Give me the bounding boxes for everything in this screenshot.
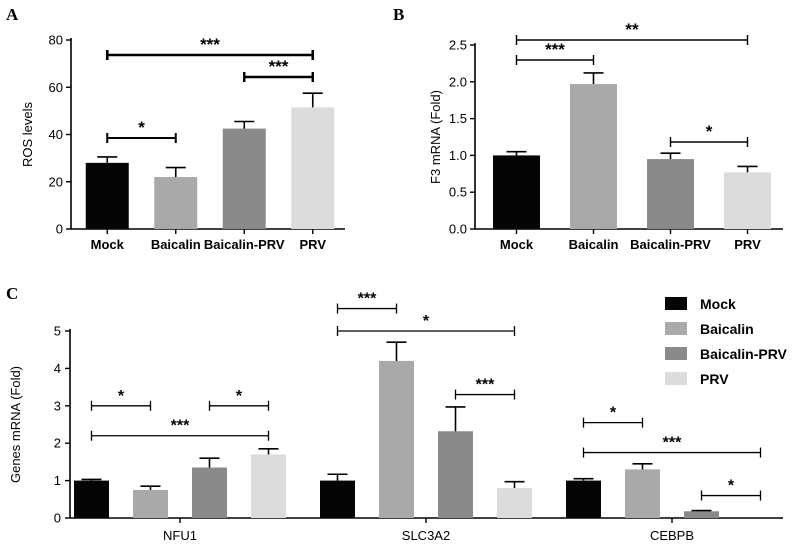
bar-baicalin-prv (647, 159, 694, 229)
bar-baicalin (570, 84, 617, 230)
y-tick-label: 4 (54, 361, 61, 376)
legend-label: Baicalin (700, 321, 754, 337)
x-tick-label: PRV (300, 237, 327, 252)
legend-swatch (665, 372, 687, 385)
y-tick-label: 0 (54, 511, 61, 526)
y-tick-label: 1.0 (449, 148, 467, 163)
legend-swatch (665, 322, 687, 335)
significance-label: *** (171, 418, 190, 435)
significance-label: * (423, 313, 430, 330)
y-tick-label: 5 (54, 324, 61, 339)
y-tick-label: 80 (49, 33, 63, 48)
bar-cebpb-mock (566, 480, 601, 518)
y-tick-label: 0.0 (449, 222, 467, 237)
significance-label: *** (663, 435, 682, 452)
x-tick-label: Baicalin (151, 237, 201, 252)
x-tick-label: Mock (91, 237, 125, 252)
y-tick-label: 1 (54, 473, 61, 488)
significance-label: * (610, 405, 617, 422)
significance-label: * (118, 388, 125, 405)
legend-label: Baicalin-PRV (700, 346, 788, 362)
bar-baicalin (154, 177, 198, 229)
significance-label: *** (269, 57, 289, 76)
panel-letter: B (393, 5, 404, 24)
significance-label: * (728, 478, 735, 495)
x-tick-label: SLC3A2 (402, 528, 450, 543)
y-tick-label: 3 (54, 398, 61, 413)
y-tick-label: 2 (54, 436, 61, 451)
y-tick-label: 2.0 (449, 74, 467, 89)
y-axis-label: F3 mRNA (Fold) (428, 90, 443, 184)
legend-swatch (665, 297, 687, 310)
bar-slc3a2-baicalin (379, 360, 414, 518)
significance-label: *** (476, 377, 495, 394)
panel-letter: A (6, 5, 19, 24)
y-tick-label: 1.5 (449, 111, 467, 126)
legend-label: PRV (700, 371, 729, 387)
y-tick-label: 20 (49, 174, 63, 189)
x-tick-label: Baicalin-PRV (630, 237, 711, 252)
x-tick-label: Mock (500, 237, 534, 252)
significance-label: *** (200, 35, 220, 54)
y-tick-label: 60 (49, 80, 63, 95)
x-tick-label: Baicalin-PRV (204, 237, 285, 252)
panel-c: C Genes mRNA (Fold) 0 1 2 3 4 5 NFU1 SLC3A2 CEBPB *… (6, 284, 783, 543)
bar-slc3a2-mock (320, 480, 355, 518)
bar-prv (724, 172, 771, 229)
bar-slc3a2-baicalin-prv (438, 431, 473, 518)
bar-mock (493, 155, 540, 229)
significance-label: * (138, 118, 145, 137)
y-axis-label: ROS levels (20, 101, 35, 167)
significance-label: * (236, 388, 243, 405)
bar-prv (291, 107, 335, 229)
panel-letter: C (6, 284, 18, 303)
bar-nfu1-prv (251, 454, 286, 518)
y-tick-label: 40 (49, 127, 63, 142)
x-tick-label: Baicalin (569, 237, 619, 252)
x-tick-label: PRV (734, 237, 761, 252)
y-tick-label: 2.5 (449, 38, 467, 53)
bar-nfu1-baicalin (133, 489, 168, 518)
significance-label: ** (625, 20, 639, 39)
significance-label: *** (358, 291, 377, 308)
legend: Mock Baicalin Baicalin-PRV PRV (665, 296, 788, 387)
y-tick-label: 0.5 (449, 185, 467, 200)
legend-label: Mock (700, 296, 736, 312)
bar-slc3a2-prv (497, 488, 532, 518)
bar-baicalin-prv (222, 128, 266, 229)
bar-nfu1-baicalin-prv (192, 467, 227, 518)
legend-swatch (665, 347, 687, 360)
bar-cebpb-baicalin-prv (684, 511, 719, 518)
bar-nfu1-mock (74, 480, 109, 518)
y-axis-label: Genes mRNA (Fold) (8, 366, 23, 483)
panel-a: A ROS levels 0 20 40 60 80 Mock Baicalin Baicalin… (6, 5, 345, 252)
x-tick-label: CEBPB (650, 528, 694, 543)
y-tick-label: 0 (56, 222, 63, 237)
x-tick-label: NFU1 (163, 528, 197, 543)
significance-label: * (706, 122, 713, 141)
panel-b: B F3 mRNA (Fold) 0.0 0.5 1.0 1.5 2.0 2.5 Mock Bai… (393, 5, 783, 252)
bar-mock (85, 162, 129, 229)
bar-cebpb-baicalin (625, 469, 660, 518)
significance-label: *** (545, 40, 565, 59)
